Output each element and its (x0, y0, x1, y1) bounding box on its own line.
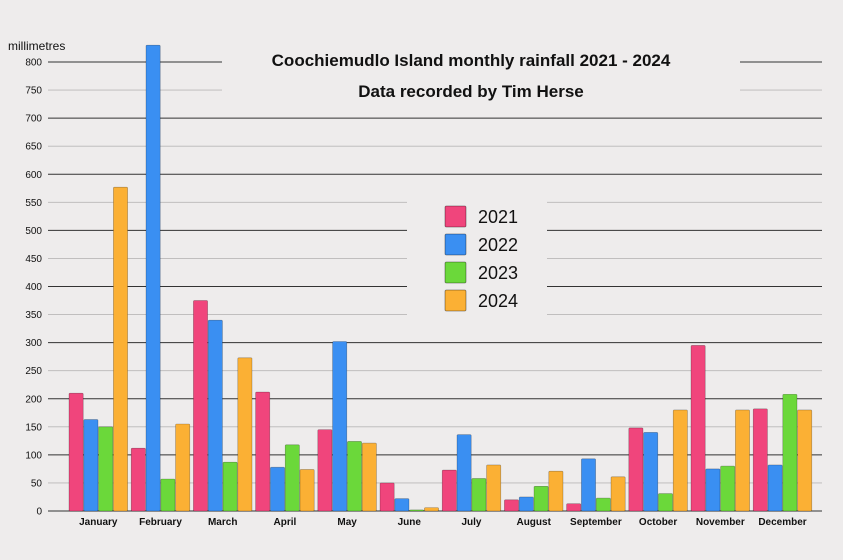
bar-november-2023 (720, 465, 736, 512)
bar-march-2022 (207, 319, 223, 512)
chart-subtitle: Data recorded by Tim Herse (358, 82, 584, 101)
bar-february-2022 (145, 44, 161, 512)
y-axis: 0 50 100 150 200 250 300 350 400 450 500 550 600 650 7… (25, 58, 42, 518)
bar-october-2021 (628, 427, 644, 512)
legend-label-2021: 2021 (478, 207, 518, 227)
y-tick-label-300: 300 (25, 338, 42, 349)
bar-november-2021 (690, 345, 706, 512)
bar-february-2021 (130, 447, 146, 512)
bar-july-2022 (456, 434, 472, 512)
bar-july-2023 (471, 478, 487, 512)
bar-march-2023 (222, 461, 238, 512)
x-tick-label-january: January (79, 517, 118, 528)
x-tick-label-october: October (639, 517, 677, 528)
y-tick-label-150: 150 (25, 422, 42, 433)
y-tick-label-200: 200 (25, 394, 42, 405)
bar-september-2024 (610, 476, 626, 512)
bars (68, 44, 813, 512)
bar-may-2021 (317, 429, 333, 512)
legend-background (407, 192, 547, 326)
bar-december-2022 (767, 464, 783, 512)
bar-june-2022 (394, 498, 410, 512)
bar-november-2024 (735, 409, 750, 512)
x-tick-label-august: August (516, 517, 551, 528)
bar-october-2022 (643, 432, 659, 512)
bar-june-2024 (424, 507, 439, 512)
y-tick-label-0: 0 (36, 507, 42, 518)
x-axis: January February March April May June July Augu… (79, 517, 807, 528)
bar-april-2023 (284, 444, 300, 512)
bar-january-2021 (68, 392, 84, 512)
bar-november-2022 (705, 468, 721, 512)
bar-june-2021 (379, 482, 395, 512)
y-tick-label-100: 100 (25, 450, 42, 461)
bar-august-2021 (504, 499, 519, 512)
x-tick-label-june: June (398, 517, 422, 528)
legend: 2021 2022 2023 2024 (444, 205, 518, 312)
y-tick-label-600: 600 (25, 170, 42, 181)
legend-swatch-2021 (444, 205, 467, 228)
bar-january-2024 (113, 186, 128, 512)
bar-december-2024 (797, 409, 813, 512)
x-tick-label-november: November (696, 517, 745, 528)
bar-july-2021 (441, 469, 457, 512)
bar-september-2021 (566, 503, 582, 512)
x-tick-label-february: February (139, 517, 182, 528)
bar-january-2022 (83, 419, 99, 512)
bar-december-2021 (752, 408, 768, 512)
legend-swatch-2023 (444, 261, 467, 284)
legend-label-2024: 2024 (478, 291, 518, 311)
y-tick-label-250: 250 (25, 366, 42, 377)
bar-october-2024 (672, 409, 688, 512)
x-tick-label-july: July (461, 517, 481, 528)
bar-january-2023 (98, 426, 114, 512)
y-tick-label-800: 800 (25, 58, 42, 69)
bar-september-2022 (581, 458, 596, 512)
y-tick-label-50: 50 (31, 478, 43, 489)
legend-label-2023: 2023 (478, 263, 518, 283)
y-tick-label-500: 500 (25, 226, 42, 237)
x-tick-label-april: April (274, 517, 297, 528)
y-tick-label-400: 400 (25, 282, 42, 293)
bar-may-2024 (361, 442, 377, 512)
bar-august-2024 (548, 470, 564, 512)
legend-swatch-2024 (444, 289, 467, 312)
bar-may-2023 (347, 441, 362, 512)
bar-march-2021 (193, 300, 208, 512)
legend-label-2022: 2022 (478, 235, 518, 255)
bar-april-2021 (255, 391, 271, 512)
x-tick-label-may: May (337, 517, 357, 528)
bar-september-2023 (595, 497, 611, 512)
bar-february-2023 (160, 478, 176, 512)
y-tick-label-350: 350 (25, 310, 42, 321)
bar-april-2022 (270, 466, 285, 512)
bar-august-2022 (518, 496, 534, 512)
x-tick-label-december: December (758, 517, 806, 528)
x-tick-label-march: March (208, 517, 237, 528)
y-tick-label-750: 750 (25, 86, 42, 97)
bar-february-2024 (175, 423, 191, 512)
y-tick-label-650: 650 (25, 142, 42, 153)
legend-swatch-2022 (444, 233, 467, 256)
bar-august-2023 (533, 486, 549, 512)
bar-march-2024 (237, 357, 253, 512)
bar-december-2023 (782, 393, 798, 512)
bar-october-2023 (658, 493, 673, 512)
bar-may-2022 (332, 341, 348, 512)
x-tick-label-september: September (570, 517, 622, 528)
bar-april-2024 (299, 469, 315, 512)
y-tick-label-450: 450 (25, 254, 42, 265)
y-tick-label-700: 700 (25, 114, 42, 125)
bar-july-2024 (486, 464, 502, 512)
chart-title: Coochiemudlo Island monthly rainfall 202… (272, 51, 671, 70)
bar-june-2023 (409, 509, 425, 512)
title-background (222, 38, 740, 110)
y-tick-label-550: 550 (25, 198, 42, 209)
y-axis-label: millimetres (8, 39, 65, 53)
